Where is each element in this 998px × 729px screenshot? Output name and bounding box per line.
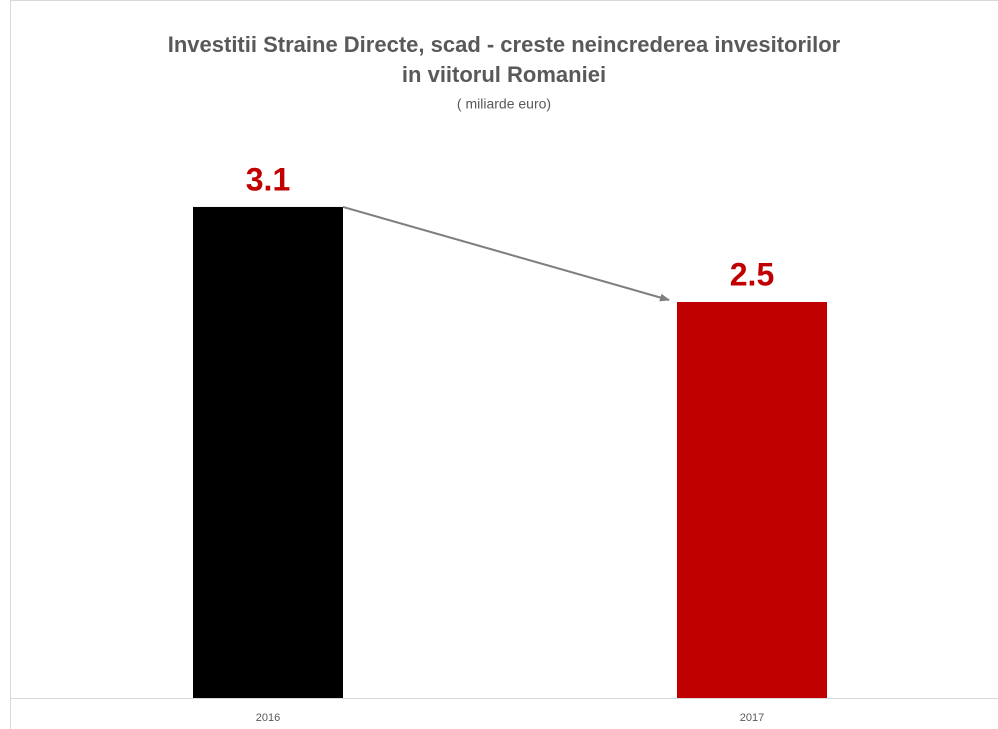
- chart-title: Investitii Straine Directe, scad - crest…: [168, 32, 841, 57]
- value-label: 2.5: [730, 256, 774, 292]
- chart-subtitle: ( miliarde euro): [457, 96, 551, 112]
- trend-arrow: [342, 205, 670, 302]
- x-tick-label: 2016: [256, 712, 280, 724]
- chart-title: in viitorul Romaniei: [402, 62, 606, 87]
- bar: [193, 206, 343, 698]
- value-label: 3.1: [246, 161, 290, 197]
- x-tick-label: 2017: [740, 712, 764, 724]
- bar: [677, 302, 827, 698]
- chart-frame: [10, 0, 998, 729]
